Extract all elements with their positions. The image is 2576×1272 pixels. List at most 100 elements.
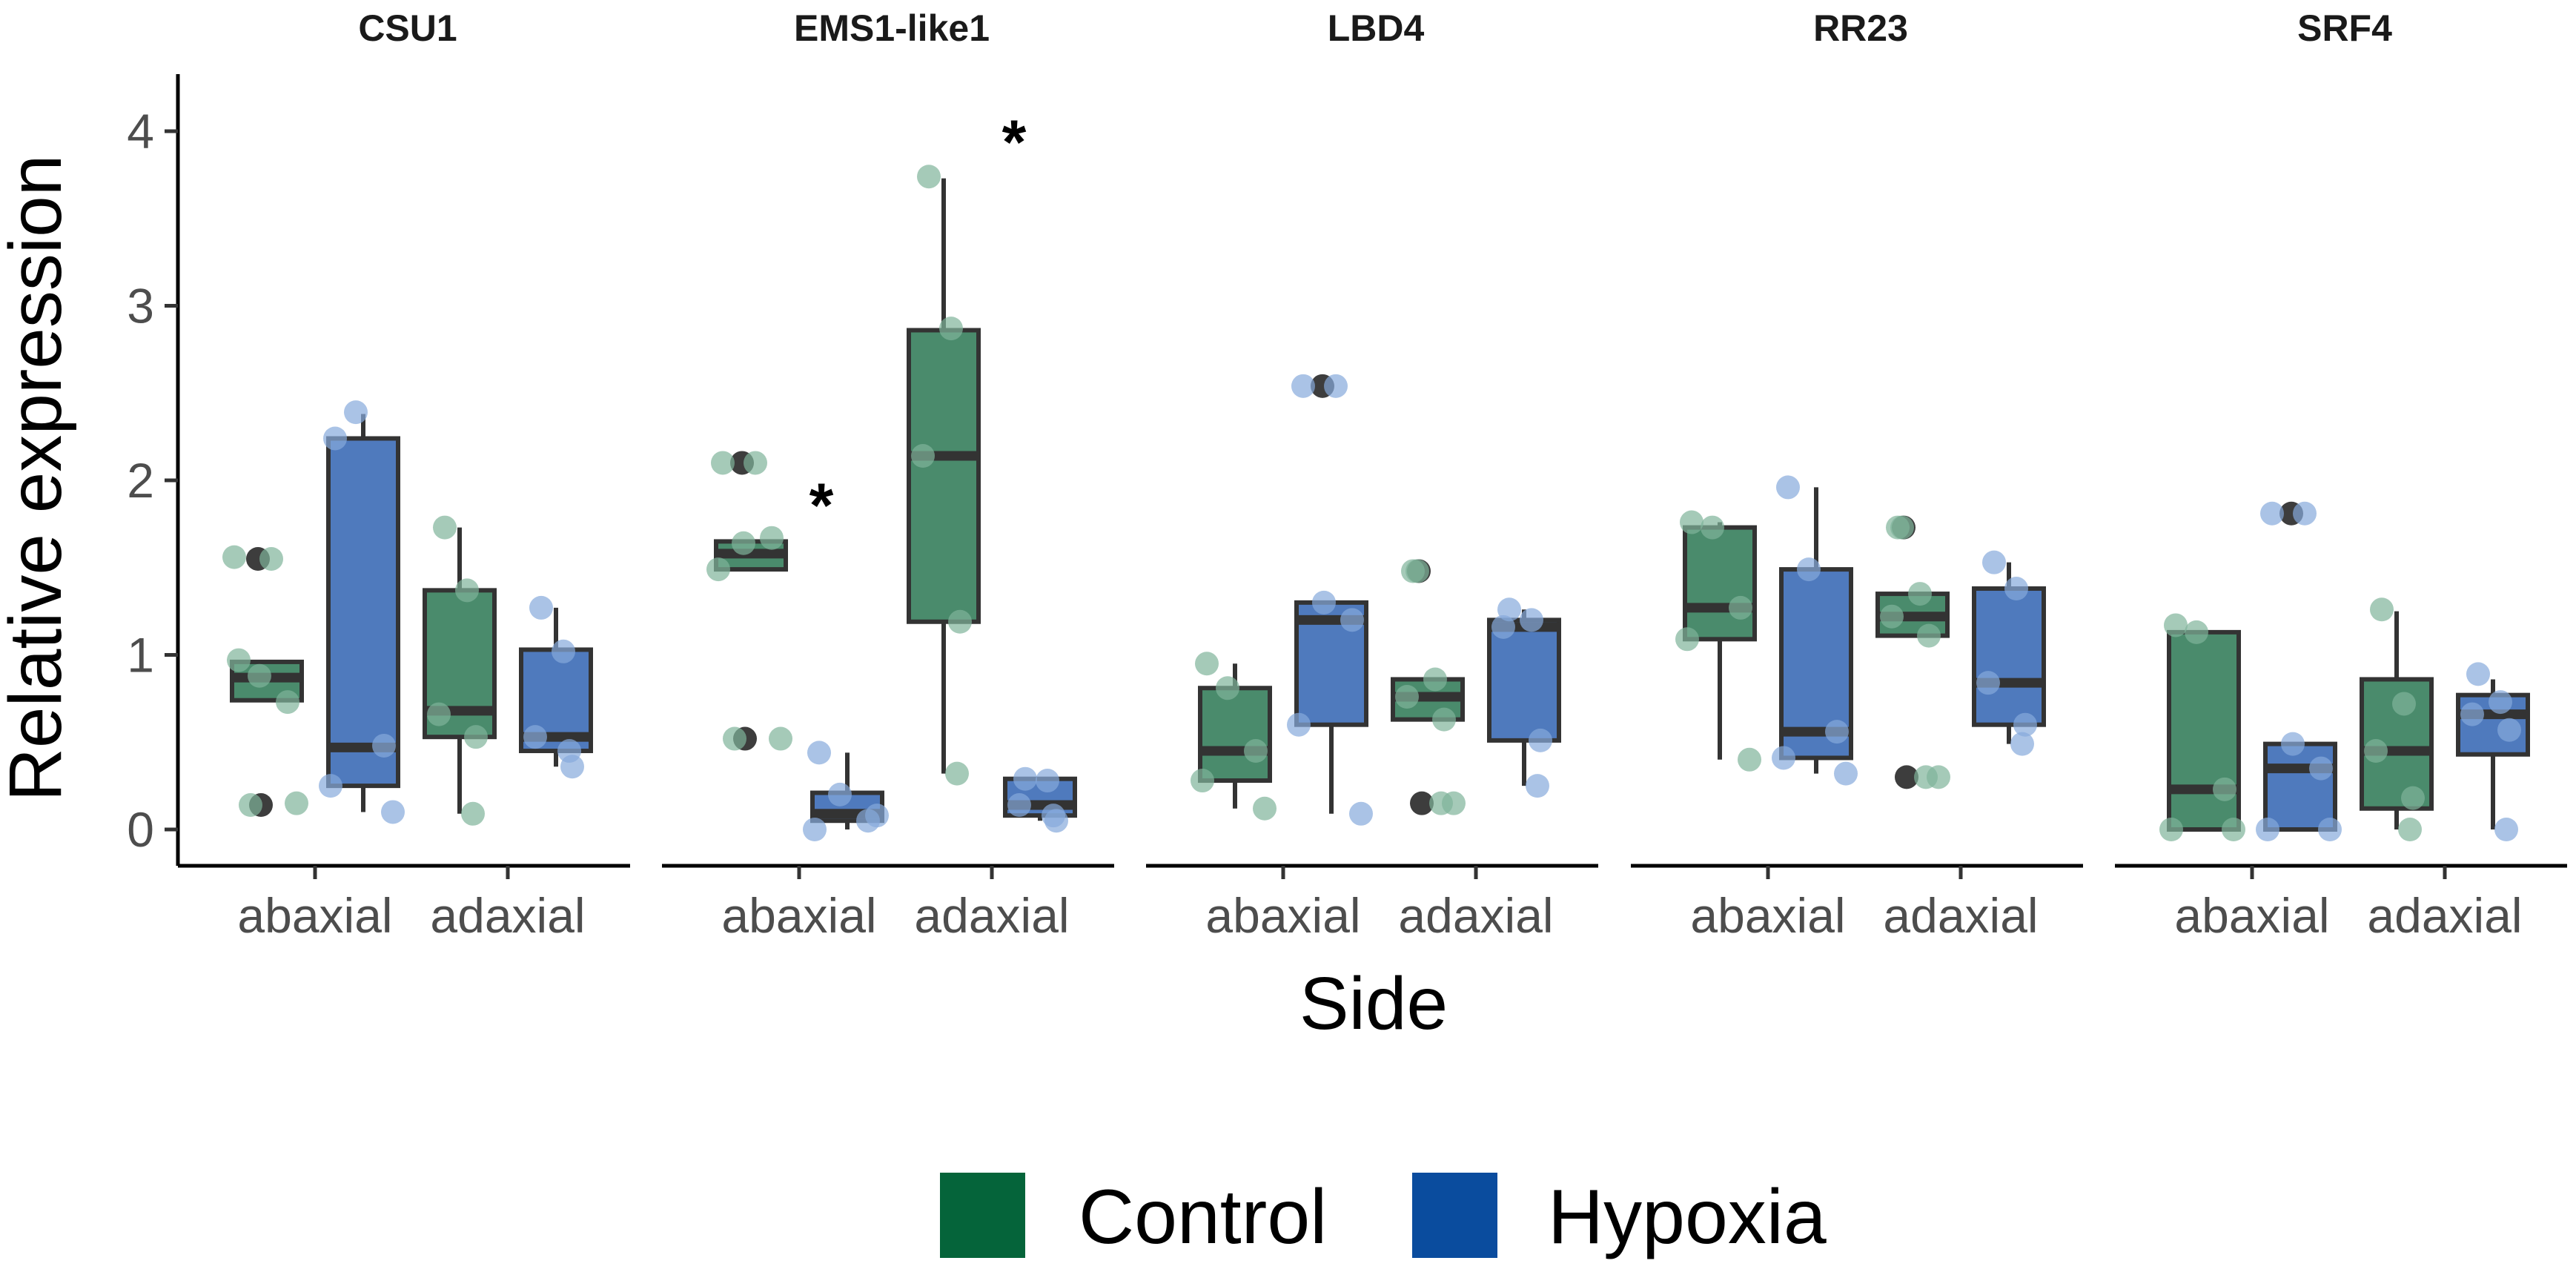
data-point xyxy=(1529,728,1552,752)
data-point xyxy=(1405,559,1429,583)
data-point xyxy=(2497,718,2521,742)
data-point xyxy=(939,317,963,341)
facet-rr23: RR23 abaxial adaxial xyxy=(1631,7,2083,943)
facet-lbd4: LBD4 abaxial adaxial xyxy=(1146,7,1598,943)
box-group-abaxial-hypoxia xyxy=(1287,374,1373,826)
data-point xyxy=(2013,712,2037,737)
box-group-abaxial-control: * xyxy=(706,451,834,751)
data-point xyxy=(2309,756,2333,781)
box-group-adaxial-control: * xyxy=(907,107,1027,786)
box-group-adaxial-control xyxy=(423,515,497,826)
data-point xyxy=(1423,667,1447,692)
box-group-abaxial-hypoxia xyxy=(1772,475,1858,786)
facet-title: EMS1-like1 xyxy=(794,7,990,49)
box-group-abaxial-control xyxy=(1675,510,1761,772)
box xyxy=(907,328,981,624)
data-point xyxy=(760,526,784,550)
data-point xyxy=(744,451,767,475)
data-point xyxy=(1253,796,1277,821)
data-point xyxy=(1491,615,1515,639)
data-point xyxy=(1216,676,1239,700)
data-point xyxy=(2222,818,2245,841)
data-point xyxy=(2401,786,2425,810)
x-tick-label: abaxial xyxy=(721,888,876,943)
data-point xyxy=(1395,685,1419,709)
data-point xyxy=(803,818,827,841)
data-point xyxy=(807,741,831,765)
data-point xyxy=(1680,510,1703,534)
data-point xyxy=(723,726,746,751)
data-point xyxy=(1927,765,1950,789)
data-point xyxy=(948,609,972,634)
legend-swatch-hypoxia xyxy=(1412,1173,1497,1258)
outlier-point xyxy=(1895,765,1918,789)
box-group-adaxial-control xyxy=(2360,597,2434,841)
data-point xyxy=(1890,515,1914,540)
box xyxy=(2263,741,2337,832)
data-point xyxy=(2489,690,2512,715)
data-point xyxy=(285,791,308,815)
legend: Control Hypoxia xyxy=(940,1173,1827,1260)
data-point xyxy=(1324,374,1348,398)
data-point xyxy=(1526,774,1549,798)
data-point xyxy=(259,546,283,571)
y-axis-title: Relative expression xyxy=(0,155,77,802)
data-point xyxy=(1908,582,1932,606)
box xyxy=(1972,586,2046,727)
data-point xyxy=(1244,739,1268,763)
box-group-abaxial-hypoxia xyxy=(319,400,405,824)
data-point xyxy=(557,739,581,763)
y-tick-label: 1 xyxy=(127,628,154,683)
data-point xyxy=(1432,707,1456,732)
data-point xyxy=(1191,769,1214,793)
y-tick-label: 2 xyxy=(127,453,154,508)
data-point xyxy=(455,578,479,603)
x-tick-label: adaxial xyxy=(914,888,1069,943)
data-point xyxy=(2318,818,2342,841)
data-point xyxy=(2010,732,2034,756)
data-point xyxy=(1291,374,1315,398)
data-point xyxy=(2185,620,2208,644)
data-point xyxy=(1036,769,1059,793)
facets-container: 0 1 2 3 4 CSU1 abaxial adaxial EMS1-like1 abaxial… xyxy=(127,7,2567,943)
data-point xyxy=(2159,818,2183,841)
data-point xyxy=(945,761,969,786)
data-point xyxy=(529,595,553,620)
data-point xyxy=(1797,557,1821,582)
data-point xyxy=(1701,515,1724,540)
data-point xyxy=(1834,761,1858,786)
box-group-abaxial-hypoxia xyxy=(2256,501,2342,841)
x-tick-label: adaxial xyxy=(2367,888,2522,943)
data-point xyxy=(706,557,730,582)
data-point xyxy=(911,444,935,468)
facet-title: LBD4 xyxy=(1328,7,1425,49)
facet-title: SRF4 xyxy=(2297,7,2392,49)
box xyxy=(326,436,400,789)
data-point xyxy=(1982,550,2006,574)
data-point xyxy=(2256,818,2279,841)
data-point xyxy=(1776,475,1800,500)
x-tick-label: adaxial xyxy=(1883,888,2038,943)
data-point xyxy=(323,426,347,451)
data-point xyxy=(2213,777,2236,801)
data-point xyxy=(732,531,755,555)
data-point xyxy=(2260,501,2284,526)
facet-title: CSU1 xyxy=(358,7,457,49)
data-point xyxy=(222,545,246,569)
x-tick-label: abaxial xyxy=(2174,888,2329,943)
significance-marker: * xyxy=(809,470,834,540)
data-point xyxy=(1013,766,1037,791)
data-point xyxy=(552,639,575,663)
data-point xyxy=(1195,652,1219,676)
data-point xyxy=(372,733,396,758)
data-point xyxy=(1287,712,1311,737)
data-point xyxy=(239,793,262,818)
data-point xyxy=(769,726,792,751)
data-point xyxy=(2392,692,2416,716)
data-point xyxy=(1917,623,1941,648)
legend-label-control: Control xyxy=(1079,1174,1327,1260)
box-group-adaxial-hypoxia xyxy=(1972,550,2046,756)
data-point xyxy=(2293,501,2317,526)
data-point xyxy=(2460,702,2484,726)
data-point xyxy=(2281,732,2305,756)
